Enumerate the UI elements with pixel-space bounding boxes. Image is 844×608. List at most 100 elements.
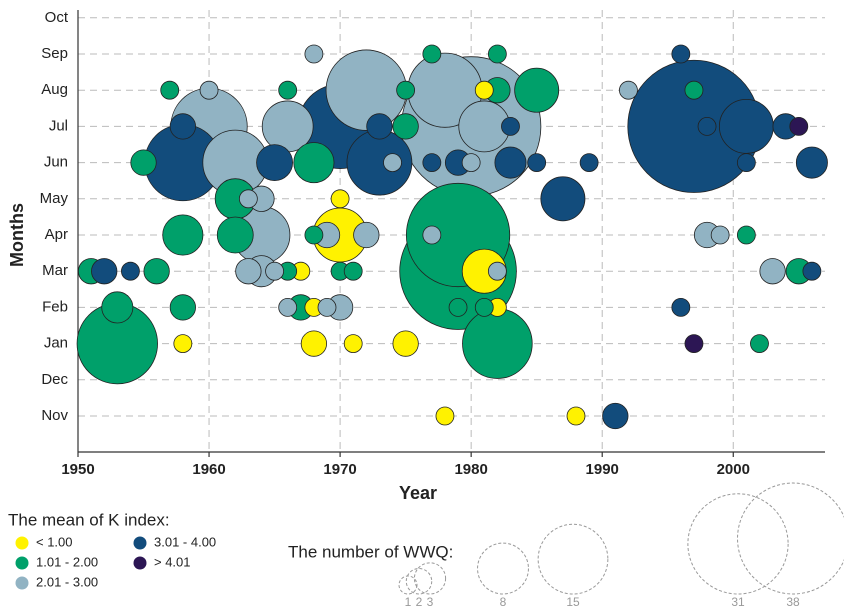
bubble	[684, 80, 704, 100]
bubble	[602, 402, 629, 430]
y-tick-label: Sep	[41, 45, 68, 62]
bubble	[169, 113, 196, 140]
bubble	[462, 308, 533, 379]
bubble	[736, 153, 756, 173]
size-legend-label: 1	[405, 595, 412, 608]
size-legend-circle	[737, 482, 844, 595]
legend-title: The mean of K index:	[8, 510, 170, 529]
bubble	[435, 406, 455, 426]
y-tick-label: Jan	[44, 335, 68, 352]
size-legend-circle	[405, 568, 433, 595]
x-axis-title: Year	[399, 483, 437, 503]
bubble	[759, 258, 786, 285]
bubble	[619, 80, 638, 100]
y-tick-label: Apr	[45, 226, 68, 243]
bubble	[697, 117, 717, 136]
legend-swatch	[133, 556, 147, 570]
bubble	[392, 113, 419, 140]
bubble	[300, 330, 328, 357]
bubble	[91, 258, 118, 285]
bubble	[366, 113, 393, 140]
bubble	[718, 99, 774, 154]
bubble	[671, 44, 691, 64]
bubble	[802, 261, 822, 281]
legend-label: 1.01 - 2.00	[36, 554, 98, 569]
bubble	[199, 80, 219, 100]
bubble	[736, 225, 756, 245]
bubble	[265, 261, 284, 281]
size-legend-label: 8	[500, 595, 507, 608]
legend-label: < 1.00	[36, 534, 73, 549]
bubble	[527, 153, 547, 173]
bubble	[101, 291, 134, 324]
y-tick-label: Oct	[45, 9, 69, 26]
bubble	[750, 334, 769, 354]
bubble	[422, 153, 442, 173]
bubble	[169, 294, 196, 321]
size-legend-circle	[477, 542, 529, 595]
size-legend-title: The number of WWQ:	[288, 542, 453, 561]
y-tick-label: Feb	[42, 298, 68, 315]
bubble	[789, 117, 809, 136]
bubble	[474, 80, 494, 100]
bubble	[343, 261, 363, 281]
bubble	[293, 142, 335, 184]
size-legend-label: 2	[416, 595, 423, 608]
bubble	[579, 153, 599, 173]
bubble	[392, 330, 419, 357]
bubble	[330, 189, 350, 209]
size-legend-circle	[537, 523, 609, 595]
bubble	[346, 129, 413, 196]
x-tick-label: 1990	[586, 461, 619, 478]
bubble	[422, 44, 442, 64]
y-tick-label: Jun	[44, 154, 68, 171]
legend-swatch	[15, 556, 29, 570]
bubble	[514, 67, 560, 113]
bubble	[396, 80, 416, 100]
bubble	[325, 49, 407, 131]
y-tick-label: Mar	[42, 262, 68, 279]
bubble	[501, 117, 520, 136]
size-legend-label: 31	[731, 595, 745, 608]
bubble	[256, 144, 293, 182]
bubble	[540, 176, 586, 222]
x-tick-label: 1950	[61, 461, 94, 478]
y-axis-title: Months	[7, 203, 27, 267]
bubble	[487, 261, 507, 281]
bubble	[461, 153, 481, 173]
bubble	[173, 334, 193, 354]
x-tick-label: 2000	[717, 461, 750, 478]
bubble	[304, 225, 324, 245]
bubble	[304, 44, 324, 64]
size-legend-circle	[398, 575, 418, 595]
bubble	[487, 44, 507, 64]
y-tick-label: Nov	[41, 407, 68, 424]
bubble	[474, 297, 494, 317]
bubble	[448, 297, 468, 317]
legend-label: 3.01 - 4.00	[154, 534, 216, 549]
bubble	[143, 258, 170, 285]
bubble	[235, 258, 262, 285]
bubble	[795, 146, 828, 179]
bubble	[160, 80, 180, 100]
bubble	[162, 214, 204, 256]
bubble	[710, 225, 730, 245]
bubble	[130, 149, 157, 176]
legend-swatch	[15, 576, 29, 590]
legend-label: > 4.01	[154, 554, 191, 569]
size-legend-label: 15	[566, 595, 580, 608]
size-legend-label: 38	[786, 595, 800, 608]
bubble	[343, 334, 363, 354]
x-tick-label: 1960	[192, 461, 225, 478]
bubble	[317, 297, 337, 317]
bubble	[494, 146, 527, 179]
x-tick-label: 1970	[323, 461, 356, 478]
bubble	[383, 153, 402, 173]
size-legend-circle	[413, 562, 447, 595]
y-tick-label: Jul	[49, 117, 68, 134]
x-tick-label: 1980	[454, 461, 487, 478]
bubble	[216, 216, 254, 254]
size-legend-label: 3	[427, 595, 434, 608]
y-tick-label: May	[40, 190, 69, 207]
